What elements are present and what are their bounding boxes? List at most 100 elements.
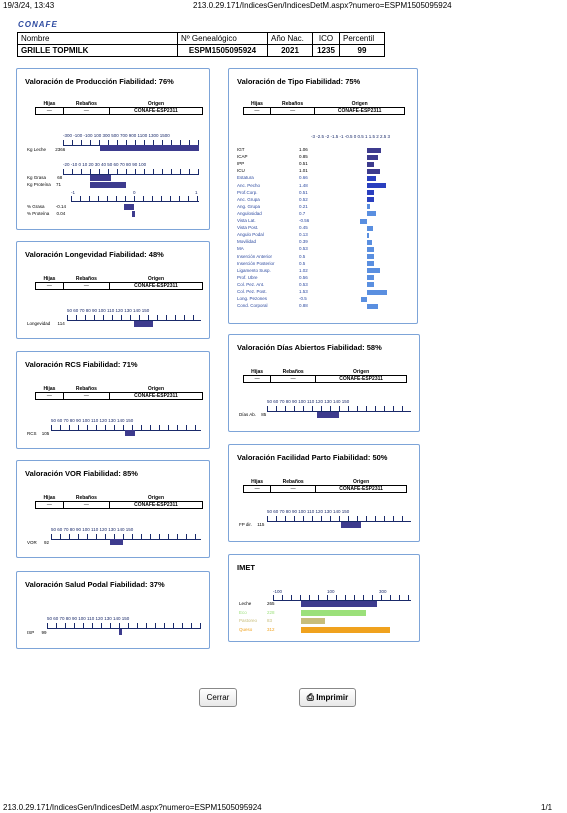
tipo-row-label: Angulosidad 0.7 [237, 210, 306, 216]
podal-axis [47, 623, 201, 629]
longevidad-label: Longevidad 114 [27, 321, 65, 326]
animal-ico: 1235 [312, 44, 340, 57]
produccion-scale1: -300 -100 -100 100 300 500 700 900 1100 … [63, 133, 170, 138]
parto-bar [341, 522, 361, 528]
imet-row-bar [301, 626, 391, 633]
tipo-row-label: Vista Lat. -0.56 [237, 218, 310, 223]
imet-scale-right: 300 [379, 589, 387, 594]
tipo-rows: IGT 1.06 ICAP 0.85 IPP 0.51 ICU 1.01 Estatura 0.6… [237, 147, 415, 317]
tipo-row-bar [359, 218, 367, 224]
dias-hijas-table: Hijas Rebaños Origen — — CONAFE-ESP2311 [242, 369, 407, 383]
print-url: 213.0.29.171/IndicesGen/IndicesDetM.aspx… [193, 1, 452, 10]
col-genealogico: Nº Genealógico [177, 32, 268, 45]
imet-row-bar [301, 601, 377, 607]
longevidad-hijas-table: Hijas Rebaños Origen — — CONAFE-ESP2311 [35, 276, 204, 290]
imet-scale-mid: 100 [327, 589, 335, 594]
tipo-row-bar [367, 275, 375, 281]
panel-longevidad: Valoración Longevidad Fiabilidad: 48% Hi… [16, 241, 210, 339]
imet-scale-left: -100 [273, 589, 283, 594]
tipo-row-label: IGT 1.06 [237, 147, 308, 152]
dias-bar [317, 412, 339, 418]
rcs-bar [125, 430, 135, 436]
panel-rcs: Valoración RCS Fiabilidad: 71% Hijas Reba… [16, 351, 210, 449]
tipo-row-label: Cond. Corporal 0.88 [237, 303, 308, 309]
imet-row-bar [301, 609, 367, 616]
produccion-title: Valoración de Producción Fiabilidad: 76% [25, 77, 174, 86]
produccion-axis3 [71, 196, 199, 202]
td-origen: CONAFE-ESP2311 [108, 392, 204, 400]
parto-scale: 50 60 70 80 90 100 110 120 130 140 150 [267, 509, 350, 514]
pct-proteina-bar [132, 211, 135, 217]
animal-table: Nombre Nº Genealógico Año Nac. ICO Percentil… [17, 32, 385, 57]
tipo-row-label: Ligamento Susp. 1.02 [237, 267, 308, 273]
td-rebanos: — [62, 282, 110, 290]
pct-grasa-bar [124, 204, 134, 210]
kg-proteina-bar [90, 182, 126, 188]
tipo-row-label: Anc. Pecho 1.48 [237, 182, 308, 188]
imet-axis [273, 595, 411, 601]
tipo-row-bar [367, 161, 374, 167]
podal-scale: 50 60 70 80 90 100 110 120 130 140 150 [47, 616, 130, 621]
rcs-title: Valoración RCS Fiabilidad: 71% [25, 360, 138, 369]
tipo-row-label: Ang. Grupa 0.21 [237, 203, 308, 209]
pct-proteina-label: % Proteína 0.04 [27, 211, 66, 216]
td-origen: CONAFE-ESP2311 [108, 107, 204, 115]
td-origen: CONAFE-ESP2311 [108, 282, 204, 290]
tipo-row-bar [367, 261, 374, 267]
td-hijas: — [35, 107, 64, 115]
imprimir-button[interactable]: ⎙ Imprimir [299, 688, 356, 707]
td-rebanos: — [62, 501, 110, 509]
tipo-row-label: Movilidad 0.39 [237, 239, 308, 245]
imet-row-bar [301, 618, 325, 624]
tipo-row-label: ICAP 0.85 [237, 154, 308, 160]
panel-parto: Valoración Facilidad Parto Fiabilidad: 5… [228, 444, 420, 542]
podal-bar [119, 629, 122, 635]
tipo-row-label: MA 0.53 [237, 246, 308, 252]
imet-row-label: Queso 312 [239, 626, 275, 632]
tipo-row-bar [367, 282, 374, 288]
tipo-row-label: Vista Post. 0.45 [237, 225, 308, 231]
rcs-hijas-table: Hijas Rebaños Origen — — CONAFE-ESP2311 [35, 386, 204, 400]
imet-title: IMET [237, 563, 255, 572]
col-ico: ICO [312, 32, 340, 45]
animal-ano: 2021 [267, 44, 313, 57]
dias-label: Días Ab. 85 [239, 412, 267, 417]
td-hijas: — [35, 392, 64, 400]
rcs-label: RCS 105 [27, 431, 50, 436]
col-percentil: Percentil [339, 32, 385, 45]
parto-hijas-table: Hijas Rebaños Origen — — CONAFE-ESP2311 [242, 479, 407, 493]
tipo-row-label: ICU 1.01 [237, 168, 308, 174]
imet-row-label: Eco 228 [239, 609, 275, 615]
tipo-row-bar [367, 239, 373, 245]
animal-nombre: GRILLE TOPMILK [17, 44, 178, 57]
parto-label: FP dir. 115 [239, 522, 265, 527]
footer-page: 1/1 [541, 803, 553, 812]
tipo-row-label: Long. Pezones -0.5 [237, 296, 307, 302]
tipo-row-label: Anc. Grupa 0.52 [237, 196, 308, 202]
scale3-right: 1 [195, 190, 198, 195]
cerrar-button[interactable]: Cerrar [199, 688, 237, 707]
tipo-row-bar [367, 197, 374, 203]
tipo-row-bar [360, 296, 367, 302]
td-origen: CONAFE-ESP2311 [108, 501, 204, 509]
produccion-hijas-table: Hijas Rebaños Origen — — CONAFE-ESP2311 [35, 101, 204, 115]
tipo-row-bar [367, 211, 377, 217]
panel-dias: Valoración Días Abiertos Fiabilidad: 58%… [228, 334, 420, 432]
dias-title: Valoración Días Abiertos Fiabilidad: 58% [237, 343, 382, 352]
kg-proteina-label: Kg Proteína 71 [27, 182, 62, 187]
longevidad-scale: 50 60 70 80 90 100 110 120 130 140 150 [67, 308, 150, 313]
kg-leche-bar [100, 145, 199, 151]
longevidad-title: Valoración Longevidad Fiabilidad: 48% [25, 250, 164, 259]
col-nombre: Nombre [17, 32, 178, 45]
print-datetime: 19/3/24, 13:43 [3, 1, 55, 10]
panel-podal: Valoración Salud Podal Fiabilidad: 37% 5… [16, 571, 210, 649]
td-origen: CONAFE-ESP2311 [315, 485, 407, 493]
td-rebanos: — [270, 375, 317, 383]
vor-title: Valoración VOR Fiabilidad: 85% [25, 469, 138, 478]
tipo-row-bar [367, 175, 376, 181]
td-hijas: — [35, 282, 64, 290]
td-hijas: — [35, 501, 64, 509]
panel-vor: Valoración VOR Fiabilidad: 85% Hijas Reba… [16, 460, 210, 558]
longevidad-bar [134, 321, 153, 327]
tipo-row-bar [367, 154, 379, 160]
